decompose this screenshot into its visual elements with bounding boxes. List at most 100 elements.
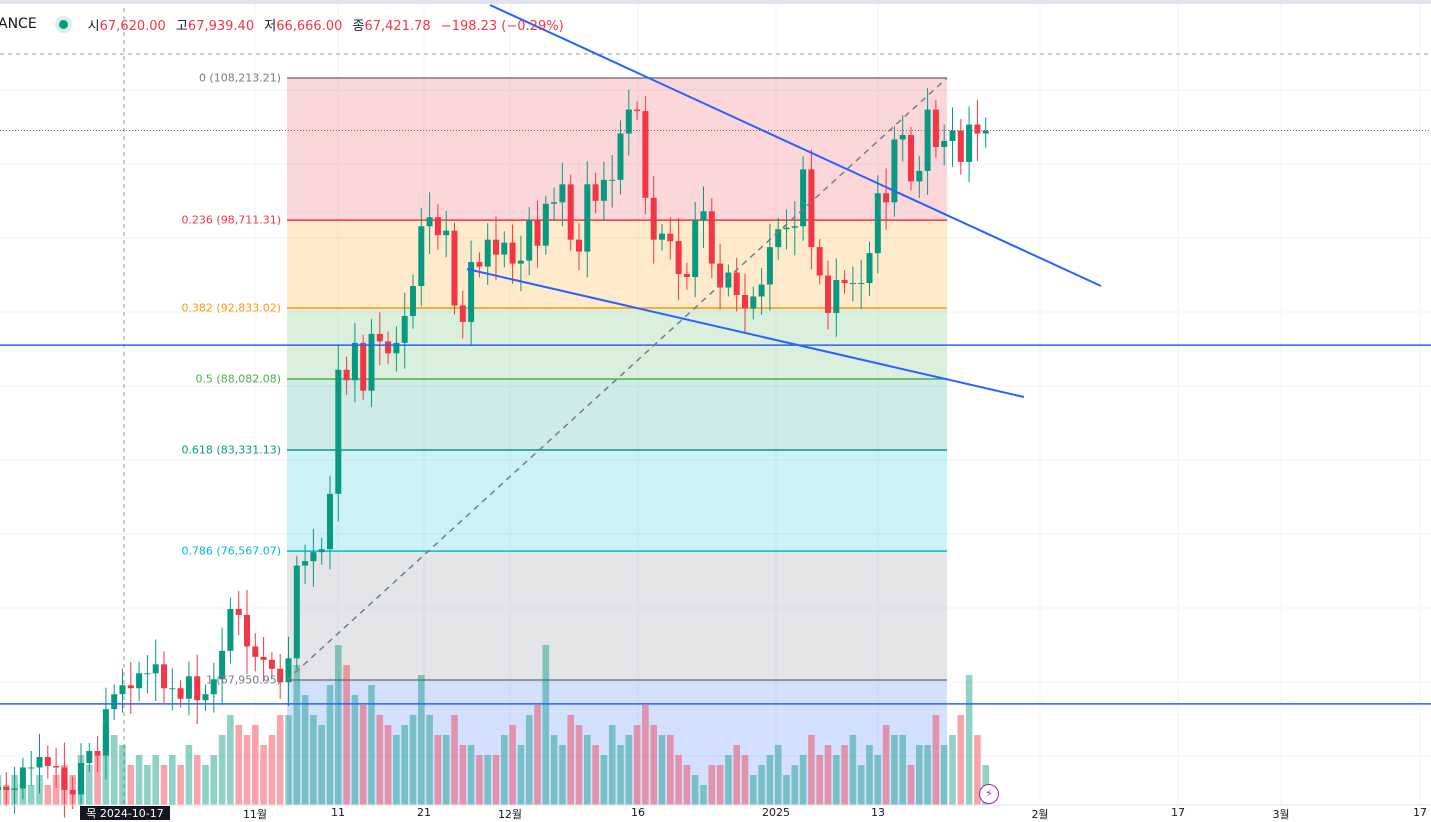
volume-bar <box>940 745 948 805</box>
volume-bar <box>44 785 52 805</box>
candle-body <box>700 211 707 221</box>
volume-bar <box>716 765 724 805</box>
candle-body <box>127 685 134 689</box>
candle-body <box>957 130 964 162</box>
candle-body <box>584 184 591 252</box>
fib-band <box>287 379 947 451</box>
candle-body <box>576 239 582 252</box>
candle-body <box>102 709 109 756</box>
time-axis-label: 11월 <box>242 808 268 821</box>
candle-body <box>144 673 151 675</box>
volume-bar <box>177 765 184 805</box>
volume-bar <box>359 705 367 805</box>
candle-body <box>908 135 914 182</box>
candle-body <box>526 220 533 261</box>
volume-bar <box>534 705 541 805</box>
candle-body <box>725 272 732 288</box>
candle-body <box>11 788 18 790</box>
candle-body <box>327 493 333 550</box>
lightning-icon[interactable]: ⚡ <box>979 784 999 804</box>
candle-body <box>343 369 350 381</box>
volume-bar <box>476 755 483 805</box>
candle-body <box>932 109 939 147</box>
candle-body <box>642 111 649 198</box>
candle-body <box>858 283 865 285</box>
candle-body <box>368 333 375 391</box>
volume-bar <box>932 715 940 805</box>
candle-body <box>899 135 906 140</box>
candle-body <box>974 124 981 134</box>
volume-bar <box>218 735 226 805</box>
volume-bar <box>708 765 716 805</box>
candle-body <box>227 608 234 651</box>
volume-bar <box>758 765 765 805</box>
candle-body <box>152 664 159 674</box>
candle-body <box>418 226 425 287</box>
volume-bar <box>492 755 500 805</box>
candle-body <box>285 658 292 683</box>
candle-body <box>493 239 499 255</box>
volume-bar <box>110 735 118 805</box>
candle-body <box>742 295 748 309</box>
volume-bar <box>916 745 923 805</box>
volume-bar <box>418 675 425 805</box>
candle-body <box>235 608 242 615</box>
volume-bar <box>691 775 699 805</box>
low-label: 저 <box>264 18 277 34</box>
volume-bar <box>509 725 516 805</box>
candle-body <box>61 767 68 790</box>
candle-body <box>443 230 450 236</box>
volume-bar <box>318 725 325 805</box>
volume-bar <box>841 745 848 805</box>
candle-body <box>941 140 948 147</box>
trend-line-upper <box>489 4 1102 287</box>
candle-body <box>617 133 624 180</box>
candle-body <box>949 130 956 141</box>
fib-level-label: 1 (67,950.95) <box>205 673 281 687</box>
candle-body <box>194 676 201 701</box>
candle-body <box>434 217 441 236</box>
candle-body <box>410 286 416 316</box>
volume-bar <box>750 775 757 805</box>
candle-body <box>733 272 740 296</box>
volume-bar <box>235 725 242 805</box>
fib-level-label: 0.382 (92,833.02) <box>181 301 281 315</box>
volume-bar <box>27 785 35 805</box>
candle-body <box>758 284 765 297</box>
volume-bar <box>409 715 417 805</box>
symbol-name[interactable]: ANCE <box>0 16 37 32</box>
volume-bar <box>144 765 151 805</box>
candle-body <box>982 130 989 134</box>
volume-bar <box>301 695 309 805</box>
volume-bar <box>725 755 732 805</box>
candle-body <box>808 169 815 248</box>
symbol-header: ANCE 시67,620.00 고67,939.40 저66,666.00 종6… <box>0 0 1431 44</box>
candle-body <box>775 229 782 248</box>
volume-bar <box>542 645 550 805</box>
candle-body <box>94 751 101 756</box>
candle-body <box>825 275 831 313</box>
volume-bar <box>924 745 931 805</box>
time-axis-label: 2025 <box>762 806 790 819</box>
volume-bar <box>675 755 682 805</box>
candle-body <box>78 762 84 795</box>
candle-body <box>169 688 176 690</box>
volume-bar <box>227 715 234 805</box>
candle-body <box>891 139 898 203</box>
fib-trend-line <box>286 77 948 681</box>
candle-body <box>351 342 358 381</box>
fib-level-label: 0 (108,213.21) <box>198 71 281 85</box>
fib-band <box>287 78 947 221</box>
candle-body <box>675 241 682 275</box>
candle-body <box>692 220 699 278</box>
volume-bar <box>766 755 774 805</box>
volume-bar <box>52 775 60 805</box>
fib-band <box>287 220 947 308</box>
volume-bar <box>857 765 865 805</box>
open-label: 시 <box>87 18 100 34</box>
volume-bar <box>608 725 616 805</box>
market-status-icon <box>58 19 68 29</box>
open-value: 67,620.00 <box>99 18 166 34</box>
volume-bar <box>683 765 691 805</box>
